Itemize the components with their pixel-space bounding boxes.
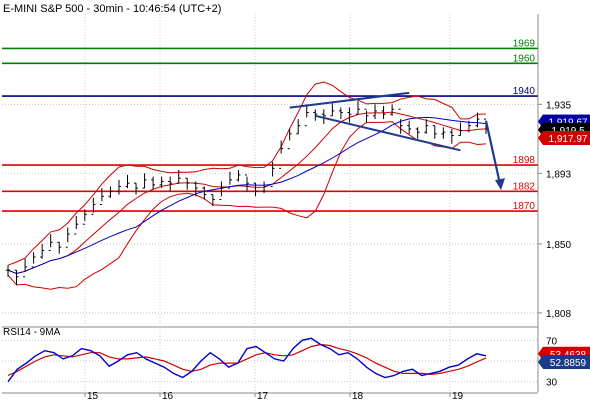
price-badge-label: 1,917.97 [549,134,588,145]
rsi-line [7,337,487,383]
horizontal-levels: 1969 1960 1940 1898 1882 1870 [2,38,538,212]
x-tick-label: 17 [257,391,269,400]
level-label-1940: 1940 [513,86,536,97]
grid-lines [2,14,538,392]
x-tick-label: 19 [452,391,464,400]
level-label-1898: 1898 [513,155,536,166]
chart-title: E-MINI S&P 500 - 30min - 10:46:54 (UTC+2… [3,3,221,15]
x-tick-label: 18 [352,391,364,400]
level-label-1870: 1870 [513,201,536,212]
down-arrow-shaft [484,120,502,185]
rsi-ma-line [7,343,487,377]
level-label-1882: 1882 [513,181,536,192]
axes [2,14,539,394]
rsi-badge: 52.8859 [538,355,590,370]
rsi-panel [7,337,487,383]
lower-trend-line [315,114,461,152]
annotations [289,91,505,191]
level-label-1960: 1960 [513,53,536,64]
rsi-title: RSI14 - 9MA [3,327,61,338]
lower-band [7,121,487,290]
level-label-1969: 1969 [513,38,536,49]
price-badge: 1,917.97 [538,130,590,145]
y-tick-label: 1,850 [546,240,571,251]
y-tick-label: 1,935 [546,100,571,111]
price-bars [6,101,488,285]
upper-trend-line [289,91,410,109]
rsi-badge-label: 52.8859 [550,358,587,369]
upper-band [7,81,487,266]
y-tick-label: 1,808 [546,309,571,320]
rsi-y-tick-label: 70 [546,336,558,347]
y-tick-label: 1,893 [546,169,571,180]
rsi-y-tick-label: 30 [546,378,558,389]
down-arrow-head [495,178,505,191]
axis-labels: 1,9351,8931,8501,80870503015161718191,91… [84,100,590,402]
x-tick-label: 15 [87,391,99,400]
x-tick-label: 16 [162,391,174,400]
